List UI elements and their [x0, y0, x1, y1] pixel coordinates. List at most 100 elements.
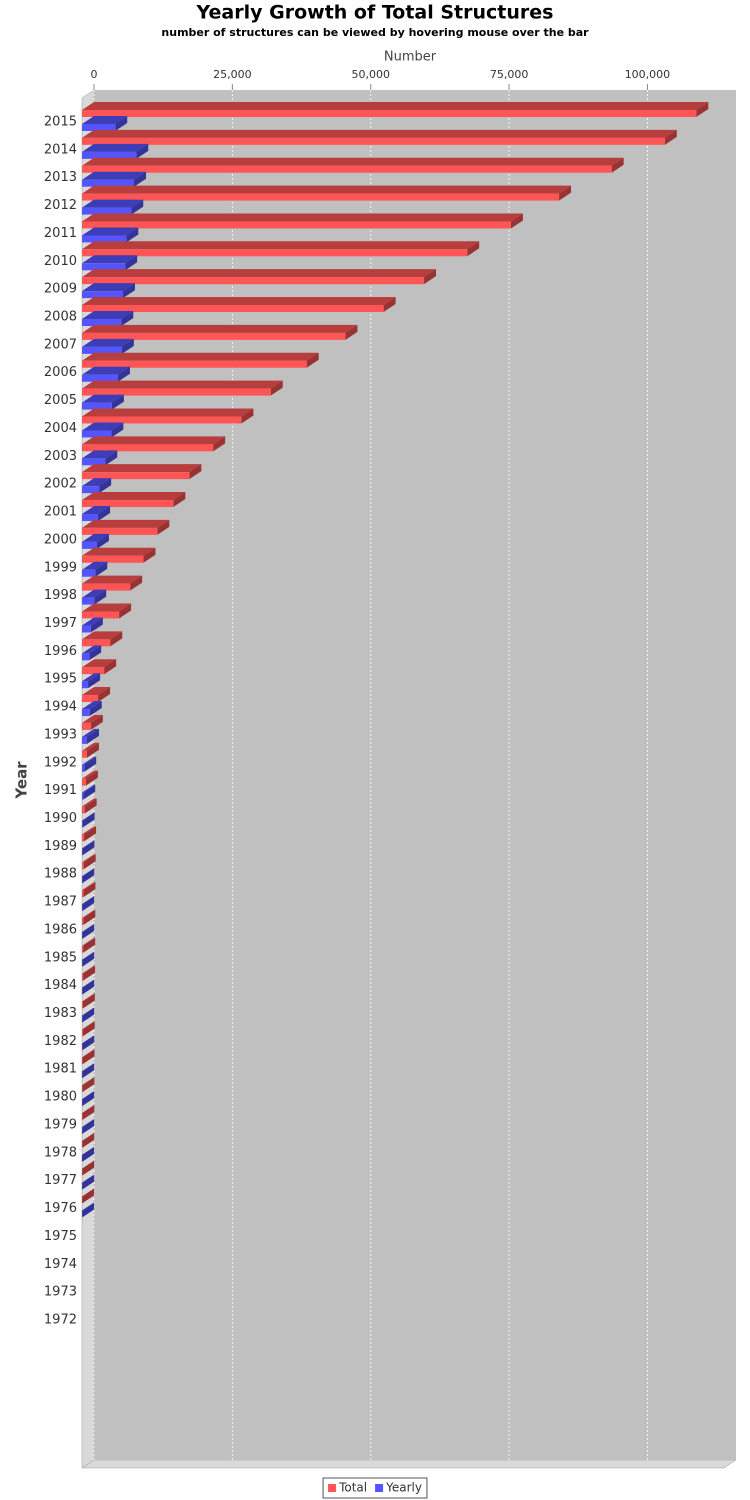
- bar-top: [82, 868, 95, 877]
- bar-front: [82, 291, 123, 299]
- y-tick-label: 2001: [44, 505, 77, 520]
- bar-side: [83, 882, 96, 898]
- bar-side: [84, 756, 97, 772]
- bar-front: [82, 681, 89, 689]
- y-tick-label: 1987: [44, 895, 77, 910]
- bar-front: [82, 360, 307, 368]
- bar-top: [82, 422, 124, 431]
- bar-front: [82, 472, 190, 480]
- bar-top: [82, 213, 523, 222]
- bar-side: [89, 645, 102, 661]
- bar-top: [82, 129, 677, 138]
- bar-front: [82, 611, 120, 619]
- bar-front: [82, 514, 99, 522]
- bar-side: [82, 1104, 95, 1120]
- bars: [82, 102, 709, 1218]
- bar-top: [82, 324, 358, 333]
- y-tick-label: 1999: [44, 560, 77, 575]
- bar-side: [664, 129, 677, 145]
- bar-side: [82, 1174, 95, 1190]
- bar-top: [82, 882, 96, 891]
- bar-top: [82, 241, 480, 250]
- bar-top: [82, 1049, 95, 1058]
- bar-top: [82, 1202, 95, 1211]
- bar-front: [82, 555, 144, 563]
- y-tick-label: 1996: [44, 644, 77, 659]
- y-tick-label: 1980: [44, 1090, 77, 1105]
- bar: [82, 993, 95, 1009]
- bar-side: [96, 533, 109, 549]
- bar: [82, 311, 134, 327]
- bar-front: [82, 207, 132, 215]
- bar-top: [82, 1160, 95, 1169]
- bar-top: [82, 394, 124, 403]
- y-tick-label: 1998: [44, 588, 77, 603]
- bar-top: [82, 854, 96, 863]
- legend: Total Yearly: [322, 1477, 428, 1499]
- bar: [82, 742, 99, 758]
- bar: [82, 283, 135, 299]
- y-tick-label: 2004: [44, 421, 77, 436]
- bar-side: [510, 213, 523, 229]
- bar-top: [82, 1077, 95, 1086]
- y-tick-label: 1986: [44, 922, 77, 937]
- bar-side: [111, 394, 124, 410]
- bar-side: [82, 1021, 95, 1037]
- bar-front: [82, 834, 85, 842]
- bar: [82, 617, 103, 633]
- bar-side: [270, 380, 283, 396]
- bar-side: [121, 338, 134, 354]
- bar: [82, 422, 124, 438]
- bar-side: [104, 659, 117, 675]
- y-tick-label: 1991: [44, 783, 77, 798]
- bar: [82, 965, 96, 981]
- bar-top: [82, 1146, 95, 1155]
- bar: [82, 840, 95, 856]
- y-tick-label: 1975: [44, 1229, 77, 1244]
- bar-side: [345, 324, 358, 340]
- bar: [82, 673, 101, 689]
- bar: [82, 269, 437, 285]
- y-tick-label: 2006: [44, 365, 77, 380]
- bar-front: [82, 388, 271, 396]
- bar: [82, 1035, 95, 1051]
- bar: [82, 951, 95, 967]
- bar: [82, 882, 96, 898]
- y-tick-label: 1997: [44, 616, 77, 631]
- bar: [82, 1063, 95, 1079]
- bar-top: [82, 770, 98, 779]
- bar-top: [82, 979, 95, 988]
- bar: [82, 756, 97, 772]
- bar: [82, 784, 96, 800]
- bar-side: [82, 868, 95, 884]
- y-tick-label: 2008: [44, 310, 77, 325]
- bar: [82, 854, 96, 870]
- y-tick-label: 2007: [44, 337, 77, 352]
- bar-side: [89, 701, 102, 717]
- bar: [82, 1188, 95, 1204]
- bar-top: [82, 659, 117, 668]
- y-tick-label: 1989: [44, 839, 77, 854]
- bar-top: [82, 742, 99, 751]
- chart-subtitle: number of structures can be viewed by ho…: [161, 26, 589, 39]
- bar-top: [82, 603, 132, 612]
- bar-side: [82, 1091, 95, 1107]
- bar-front: [82, 806, 85, 814]
- bar-top: [82, 464, 202, 473]
- back-wall: [94, 90, 736, 1460]
- bar-side: [82, 1202, 95, 1218]
- bar-side: [121, 311, 134, 327]
- bar-front: [82, 890, 84, 898]
- bar-top: [82, 1007, 95, 1016]
- bar-top: [82, 756, 97, 765]
- bar: [82, 701, 102, 717]
- bar-side: [134, 171, 147, 187]
- y-tick-label: 1990: [44, 811, 77, 826]
- y-tick-label: 2003: [44, 449, 77, 464]
- bar: [82, 380, 283, 396]
- bar: [82, 352, 319, 368]
- y-tick-label: 2005: [44, 393, 77, 408]
- x-tick-label: 25,000: [213, 68, 252, 81]
- bar: [82, 909, 96, 925]
